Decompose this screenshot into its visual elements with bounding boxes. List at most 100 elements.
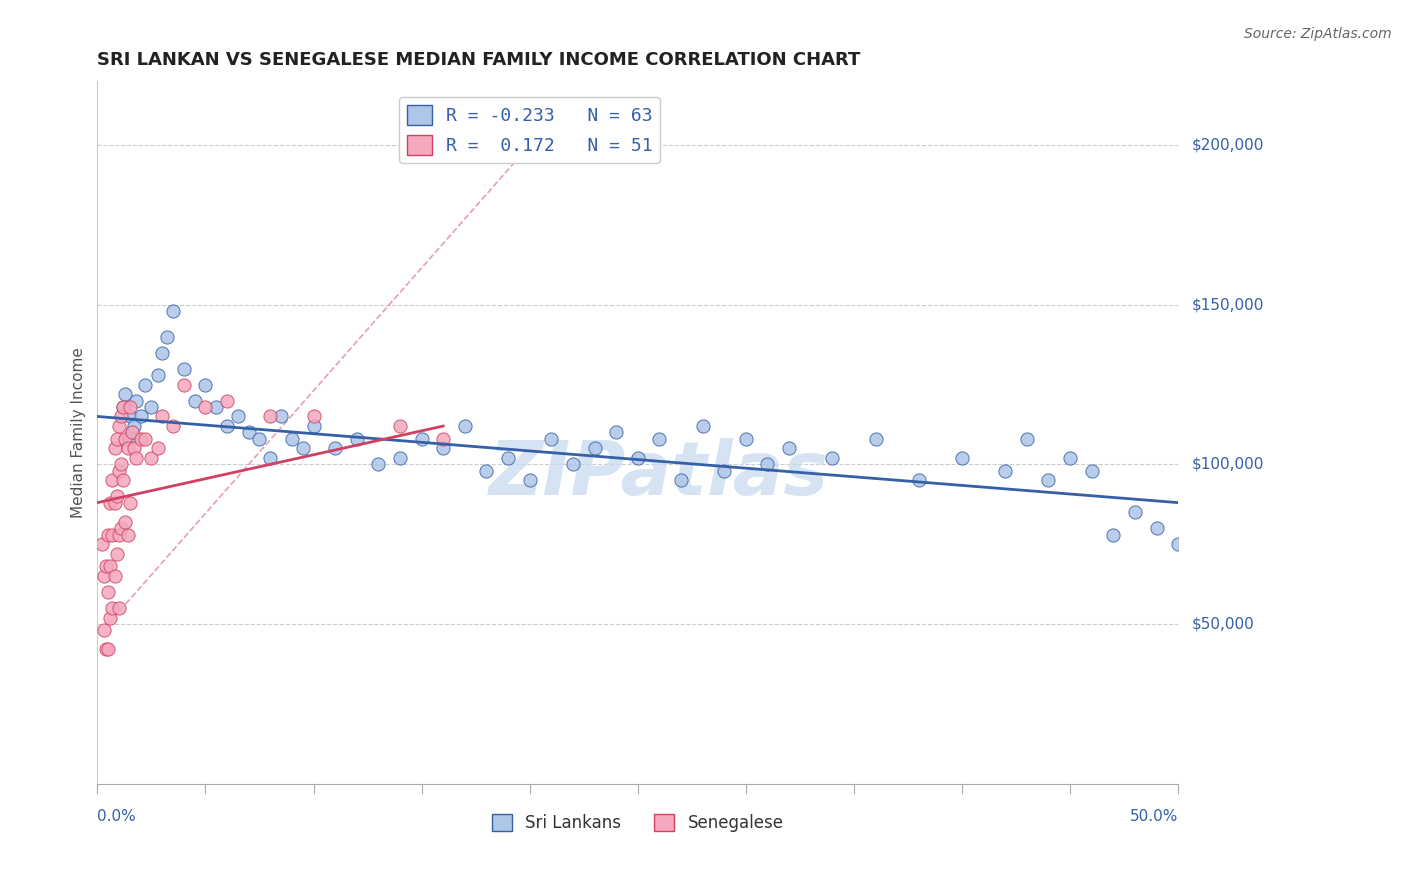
Point [994, 464, 1017, 478]
Text: Source: ZipAtlas.com: Source: ZipAtlas.com [1244, 27, 1392, 41]
Point [259, 450, 281, 465]
Point [692, 419, 714, 434]
Point [173, 361, 195, 376]
Point [713, 464, 735, 478]
Point [865, 432, 887, 446]
Point [249, 432, 271, 446]
Point [118, 495, 141, 509]
Point [110, 521, 132, 535]
Point [97, 642, 120, 657]
Point [118, 409, 141, 424]
Point [94, 559, 117, 574]
Point [108, 527, 131, 541]
Point [108, 464, 131, 478]
Point [101, 601, 124, 615]
Point [94, 642, 117, 657]
Text: $200,000: $200,000 [1192, 137, 1264, 153]
Point [540, 432, 562, 446]
Point [346, 432, 368, 446]
Point [101, 527, 124, 541]
Point [146, 442, 169, 456]
Point [117, 442, 139, 456]
Point [583, 442, 606, 456]
Point [388, 419, 411, 434]
Point [105, 432, 128, 446]
Point [110, 458, 132, 472]
Point [134, 377, 156, 392]
Point [141, 400, 163, 414]
Point [778, 442, 800, 456]
Point [105, 489, 128, 503]
Point [155, 329, 177, 343]
Point [114, 432, 136, 446]
Point [323, 442, 346, 456]
Point [162, 304, 184, 318]
Point [118, 432, 141, 446]
Point [605, 425, 627, 440]
Point [1015, 432, 1038, 446]
Text: SRI LANKAN VS SENEGALESE MEDIAN FAMILY INCOME CORRELATION CHART: SRI LANKAN VS SENEGALESE MEDIAN FAMILY I… [97, 51, 860, 69]
Legend: R = -0.233   N = 63, R =  0.172   N = 51: R = -0.233 N = 63, R = 0.172 N = 51 [399, 97, 659, 162]
Point [950, 450, 973, 465]
Point [756, 458, 779, 472]
Point [104, 442, 127, 456]
Text: ZIPatlas: ZIPatlas [489, 438, 830, 511]
Point [173, 377, 195, 392]
Text: $50,000: $50,000 [1192, 616, 1254, 632]
Y-axis label: Median Family Income: Median Family Income [72, 347, 86, 518]
Point [291, 442, 314, 456]
Point [108, 601, 131, 615]
Point [432, 432, 454, 446]
Point [194, 400, 217, 414]
Point [98, 559, 121, 574]
Point [648, 432, 671, 446]
Point [907, 473, 929, 487]
Text: 50.0%: 50.0% [1130, 809, 1178, 824]
Point [118, 400, 141, 414]
Point [105, 547, 128, 561]
Point [454, 419, 477, 434]
Point [117, 432, 139, 446]
Point [125, 450, 148, 465]
Point [561, 458, 583, 472]
Point [734, 432, 756, 446]
Point [1167, 537, 1189, 551]
Point [1146, 521, 1168, 535]
Point [238, 425, 260, 440]
Point [98, 495, 121, 509]
Point [281, 432, 304, 446]
Point [110, 409, 132, 424]
Point [367, 458, 389, 472]
Point [1123, 505, 1146, 519]
Point [496, 450, 519, 465]
Point [125, 393, 148, 408]
Point [134, 432, 156, 446]
Point [104, 569, 127, 583]
Point [90, 537, 112, 551]
Point [1102, 527, 1125, 541]
Point [302, 409, 325, 424]
Point [150, 409, 173, 424]
Point [93, 569, 115, 583]
Point [302, 419, 325, 434]
Point [114, 515, 136, 529]
Point [205, 400, 228, 414]
Point [194, 377, 217, 392]
Text: 0.0%: 0.0% [97, 809, 136, 824]
Point [108, 419, 131, 434]
Point [259, 409, 281, 424]
Point [215, 393, 238, 408]
Point [1080, 464, 1102, 478]
Point [411, 432, 433, 446]
Point [821, 450, 844, 465]
Point [129, 432, 152, 446]
Point [112, 400, 135, 414]
Point [1059, 450, 1081, 465]
Text: $100,000: $100,000 [1192, 457, 1264, 472]
Point [270, 409, 292, 424]
Point [669, 473, 692, 487]
Point [122, 419, 145, 434]
Text: $150,000: $150,000 [1192, 297, 1264, 312]
Point [226, 409, 249, 424]
Point [101, 473, 124, 487]
